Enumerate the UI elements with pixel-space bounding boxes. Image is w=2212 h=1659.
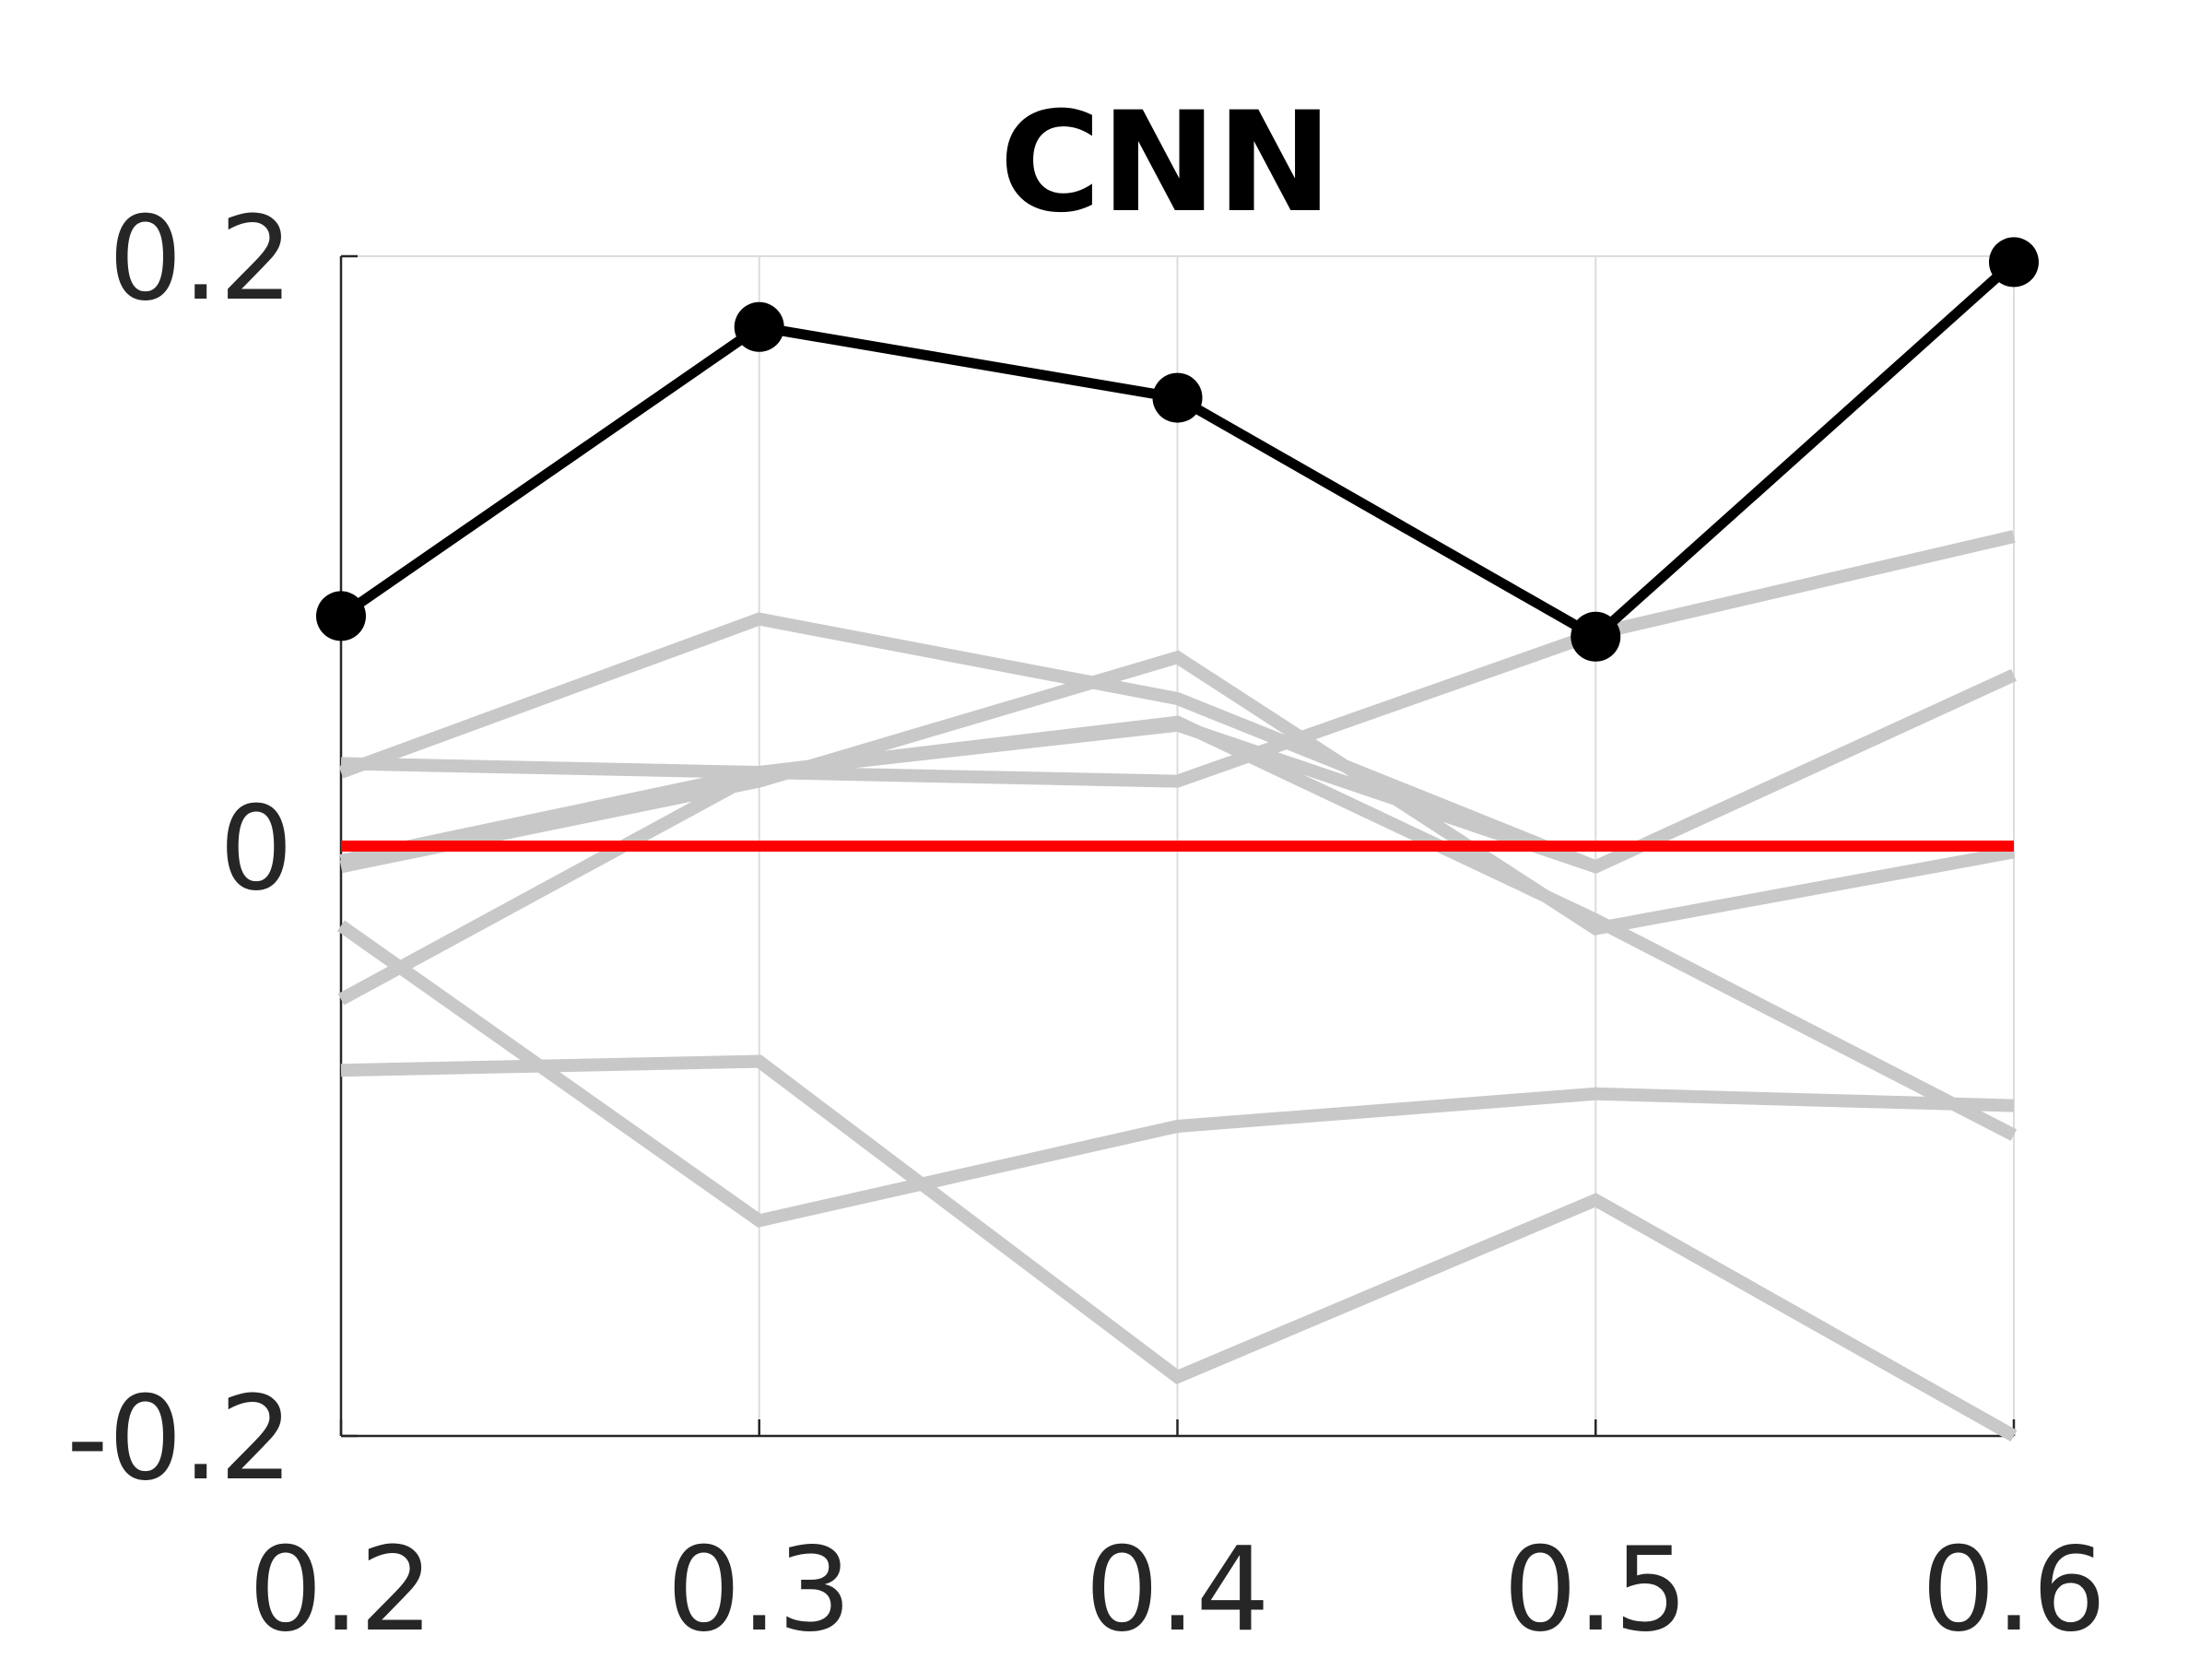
chart-title: CNN <box>999 83 1332 243</box>
y-tick-label-2: 0.2 <box>109 191 293 326</box>
highlight-series-point-4 <box>1989 237 2039 288</box>
x-tick-label-4: 0.6 <box>1922 1522 2106 1657</box>
x-tick-label-1: 0.3 <box>667 1522 852 1657</box>
tick-labels: 0.2 0.3 0.4 0.5 0.6 -0.2 0 0.2 <box>66 191 2106 1657</box>
y-tick-label-1: 0 <box>219 781 293 916</box>
highlight-series <box>316 237 2039 662</box>
x-tick-label-0: 0.2 <box>249 1522 433 1657</box>
background-series-4 <box>336 920 2015 1228</box>
background-series-6 <box>339 669 2017 874</box>
background-series-1 <box>339 650 2016 935</box>
highlight-series-point-3 <box>1571 611 1621 662</box>
background-series-5 <box>340 1054 2018 1442</box>
highlight-series-point-2 <box>1152 372 1203 423</box>
highlight-series-point-0 <box>316 591 366 641</box>
background-series-2 <box>340 530 2016 788</box>
series-lines <box>336 530 2018 1442</box>
x-tick-label-3: 0.5 <box>1503 1522 1688 1657</box>
x-tick-label-2: 0.4 <box>1085 1522 1269 1657</box>
highlight-series-point-1 <box>734 301 784 352</box>
y-tick-label-0: -0.2 <box>66 1371 293 1506</box>
